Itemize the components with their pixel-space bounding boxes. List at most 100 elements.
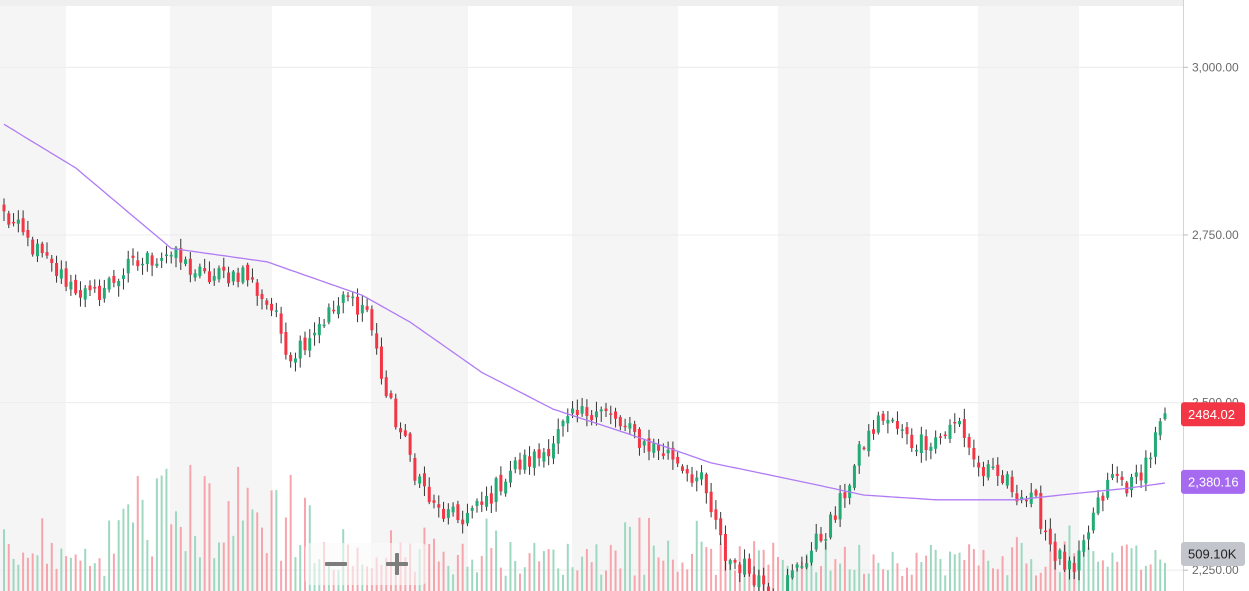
volume-bar xyxy=(891,551,894,591)
volume-bar xyxy=(241,520,244,591)
candle-up xyxy=(169,254,173,257)
volume-bar xyxy=(638,517,641,591)
candle-down xyxy=(136,260,140,267)
volume-bar xyxy=(141,499,144,591)
volume-bar xyxy=(1001,556,1004,591)
volume-bar xyxy=(509,542,512,591)
zoom-out-button[interactable] xyxy=(316,546,356,582)
candle-down xyxy=(924,436,928,451)
candle-down xyxy=(50,258,54,264)
volume-bar xyxy=(810,555,813,591)
candle-up xyxy=(317,323,321,336)
candle-down xyxy=(547,448,551,457)
candle-up xyxy=(446,509,450,518)
volume-bar xyxy=(155,478,158,591)
candle-up xyxy=(451,506,455,513)
volume-bar xyxy=(920,562,923,591)
volume-bar xyxy=(1039,572,1042,591)
volume-bar xyxy=(1149,564,1152,591)
volume-bar xyxy=(93,563,96,591)
candle-down xyxy=(938,436,942,438)
candle-down xyxy=(714,509,718,520)
candle-down xyxy=(719,518,723,536)
candle-up xyxy=(327,307,331,323)
candle-up xyxy=(1106,479,1110,498)
volume-bar xyxy=(1049,550,1052,591)
candle-up xyxy=(1020,496,1024,501)
volume-bar xyxy=(686,569,689,591)
candle-up xyxy=(991,466,995,468)
volume-bar xyxy=(901,575,904,591)
volume-bar xyxy=(1092,551,1095,591)
volume-bar xyxy=(958,552,961,591)
time-band xyxy=(978,0,1079,591)
candle-up xyxy=(83,288,87,300)
candle-down xyxy=(1072,563,1076,572)
volume-bar xyxy=(815,572,818,591)
candle-down xyxy=(93,287,97,289)
candle-down xyxy=(996,464,1000,476)
candle-down xyxy=(843,492,847,499)
volume-bar xyxy=(777,556,779,591)
volume-bar xyxy=(127,504,130,591)
candle-up xyxy=(126,258,130,274)
candle-down xyxy=(676,456,680,464)
volume-bar xyxy=(853,569,856,591)
candle-down xyxy=(762,575,766,585)
volume-bar xyxy=(1154,550,1157,591)
volume-bar xyxy=(585,549,588,591)
candle-down xyxy=(379,346,383,379)
price-axis[interactable]: 3,000.002,750.002,500.002,250.00 xyxy=(1183,0,1249,591)
candle-up xyxy=(628,423,632,429)
volume-bar xyxy=(691,553,693,591)
candle-down xyxy=(910,434,914,448)
volume-bar xyxy=(108,520,111,591)
candle-up xyxy=(485,495,489,507)
volume-bar xyxy=(203,476,206,591)
candle-down xyxy=(943,434,947,437)
volume-bar xyxy=(456,555,459,591)
volume-bar xyxy=(265,553,268,591)
volume-bar xyxy=(557,568,560,591)
volume-bar xyxy=(294,557,297,591)
volume-bar xyxy=(1030,559,1033,591)
volume-bar xyxy=(681,562,684,591)
candle-down xyxy=(967,436,971,448)
candle-up xyxy=(155,263,159,267)
volume-bar xyxy=(41,518,44,591)
volume-bar xyxy=(218,542,220,591)
candle-up xyxy=(743,558,747,575)
candle-up xyxy=(1058,550,1062,559)
candle-down xyxy=(222,266,226,271)
volume-bar xyxy=(1025,563,1028,591)
y-tick-label: 2,750.00 xyxy=(1192,228,1239,242)
candle-down xyxy=(1101,495,1105,501)
zoom-in-button[interactable] xyxy=(377,546,417,582)
volume-bar xyxy=(1106,566,1109,591)
volume-bar xyxy=(189,464,192,591)
candle-up xyxy=(160,257,164,261)
volume-bar xyxy=(289,474,292,591)
volume-bar xyxy=(504,575,507,591)
candle-down xyxy=(1139,472,1143,481)
candle-down xyxy=(432,500,436,503)
volume-bar xyxy=(65,556,68,591)
candle-down xyxy=(265,300,269,305)
candle-up xyxy=(69,281,73,290)
volume-bar xyxy=(848,569,851,591)
candle-up xyxy=(1082,540,1086,552)
candle-up xyxy=(594,411,598,418)
volume-bar xyxy=(69,557,72,591)
candle-up xyxy=(117,281,121,287)
volume-bar xyxy=(476,572,478,591)
volume-bar xyxy=(523,567,526,591)
candle-up xyxy=(551,443,555,459)
volume-bar xyxy=(590,562,593,591)
candle-down xyxy=(422,473,426,487)
volume-bar xyxy=(198,557,201,591)
candle-up xyxy=(599,409,603,412)
candle-down xyxy=(1044,530,1048,533)
candle-up xyxy=(652,443,656,453)
candle-down xyxy=(88,285,92,291)
